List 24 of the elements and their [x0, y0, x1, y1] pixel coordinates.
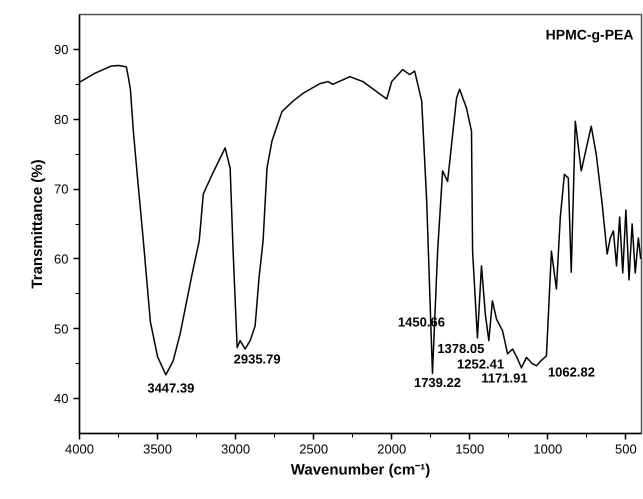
y-tick-label: 40 — [54, 391, 69, 406]
annotation: 1252.41 — [457, 356, 504, 372]
x-tick-label: 4000 — [65, 442, 94, 456]
annotation: 3447.39 — [147, 380, 194, 396]
x-tick-label: 2000 — [377, 442, 406, 456]
x-tick-label: 1000 — [533, 442, 562, 456]
x-tick-label: 3000 — [221, 442, 250, 456]
y-tick-label: 60 — [54, 251, 69, 266]
annotation: 1171.91 — [481, 370, 528, 386]
x-tick-label: 1500 — [455, 442, 484, 456]
x-axis-title: Wavenumber (cm⁻¹) — [290, 462, 430, 478]
x-tick-label: 3500 — [143, 442, 172, 456]
annotation: 2935.79 — [234, 352, 281, 366]
annotation: 1378.05 — [437, 341, 484, 356]
text: HPMC-g-PEA — [546, 26, 634, 42]
x-tick-label: 500 — [615, 442, 637, 456]
y-tick-label: 70 — [54, 182, 69, 197]
y-tick-label: 80 — [54, 112, 69, 127]
x-tick-label: 2500 — [299, 442, 328, 456]
y-tick-label: 90 — [54, 42, 69, 57]
annotation: 1062.82 — [548, 364, 595, 380]
y-tick-label: 50 — [54, 321, 69, 336]
y-axis-title: Transmittance (%) — [29, 159, 46, 289]
annotation: 1739.22 — [414, 374, 461, 390]
